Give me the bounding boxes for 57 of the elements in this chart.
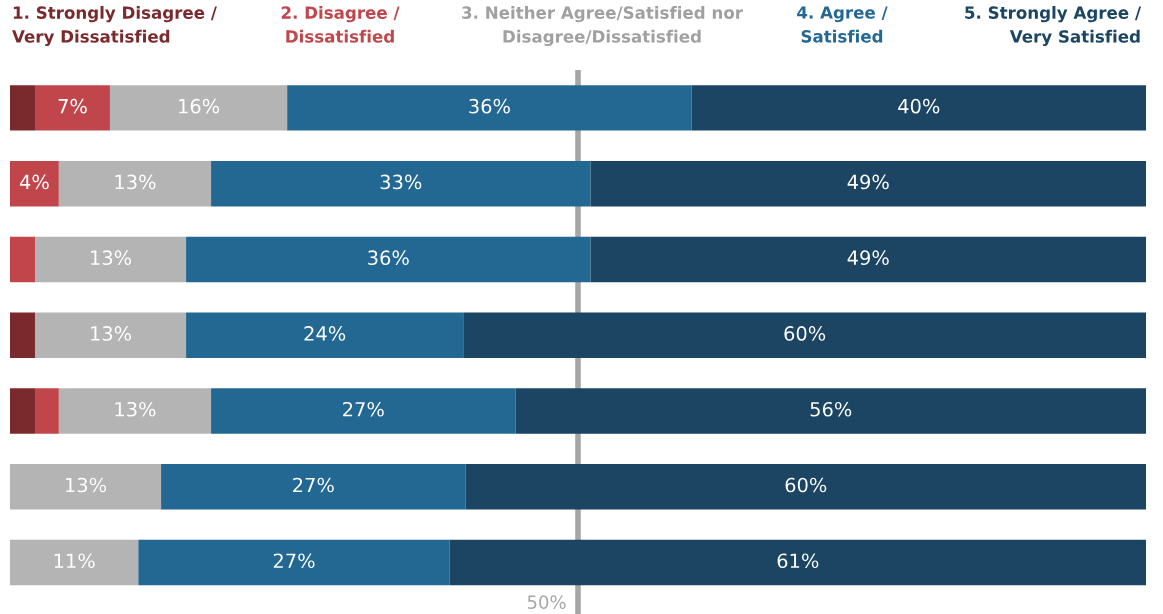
bar xyxy=(10,236,35,283)
bar xyxy=(449,539,1146,586)
data-label: 7% xyxy=(58,98,87,114)
text: 4. Agree / Satisfied xyxy=(797,6,888,43)
bar xyxy=(186,236,591,283)
bar xyxy=(34,312,187,358)
bar xyxy=(10,85,35,131)
bar xyxy=(109,85,288,131)
data-label: 16% xyxy=(179,98,220,114)
data-label: 27% xyxy=(293,477,334,493)
text: 2. Disagree / Dissatisfied xyxy=(281,6,400,43)
text: 3. Neither Agree/Satisfied nor Disagree/Dissatisfied xyxy=(462,6,743,47)
bar xyxy=(691,85,1146,131)
data-label: 24% xyxy=(304,326,346,341)
bar xyxy=(58,388,212,434)
data-label: 49% xyxy=(847,250,889,266)
data-label: 13% xyxy=(115,401,156,417)
data-label: 36% xyxy=(469,98,510,114)
data-label: 13% xyxy=(66,477,107,493)
data-label: 27% xyxy=(273,553,315,569)
data-label: 13% xyxy=(115,174,156,190)
bar xyxy=(463,312,1146,358)
bar xyxy=(186,312,464,358)
data-label: 61% xyxy=(777,553,819,569)
bar xyxy=(58,160,212,207)
bar xyxy=(287,85,692,131)
ref-line-label: 50% xyxy=(527,595,566,609)
bar xyxy=(161,463,466,510)
data-label: 4% xyxy=(19,174,49,190)
data-label: 40% xyxy=(898,98,940,114)
data-label: 13% xyxy=(91,250,132,266)
bar xyxy=(34,236,187,283)
bar xyxy=(34,85,110,131)
data-label: 13% xyxy=(91,326,132,341)
text: 1. Strongly Disagree / Very Dissatisfied xyxy=(12,6,217,47)
data-label: 27% xyxy=(343,401,384,417)
text: 5. Strongly Agree / Very Satisfied xyxy=(965,6,1141,47)
bar xyxy=(590,236,1146,283)
data-label: 11% xyxy=(54,553,95,569)
bar xyxy=(10,312,35,358)
bar xyxy=(10,160,59,207)
data-label: 60% xyxy=(785,477,827,493)
bar xyxy=(10,539,139,586)
bar xyxy=(10,463,162,510)
bar xyxy=(515,388,1146,434)
data-label: 33% xyxy=(380,174,422,190)
bar xyxy=(465,463,1146,510)
bar xyxy=(590,160,1146,207)
bar xyxy=(211,388,516,434)
data-label: 60% xyxy=(784,326,826,341)
bar xyxy=(211,160,591,207)
data-label: 56% xyxy=(810,401,852,417)
bar xyxy=(34,388,59,434)
bar xyxy=(10,388,35,434)
data-label: 36% xyxy=(368,250,409,266)
bar xyxy=(138,539,450,586)
data-label: 49% xyxy=(847,174,889,190)
